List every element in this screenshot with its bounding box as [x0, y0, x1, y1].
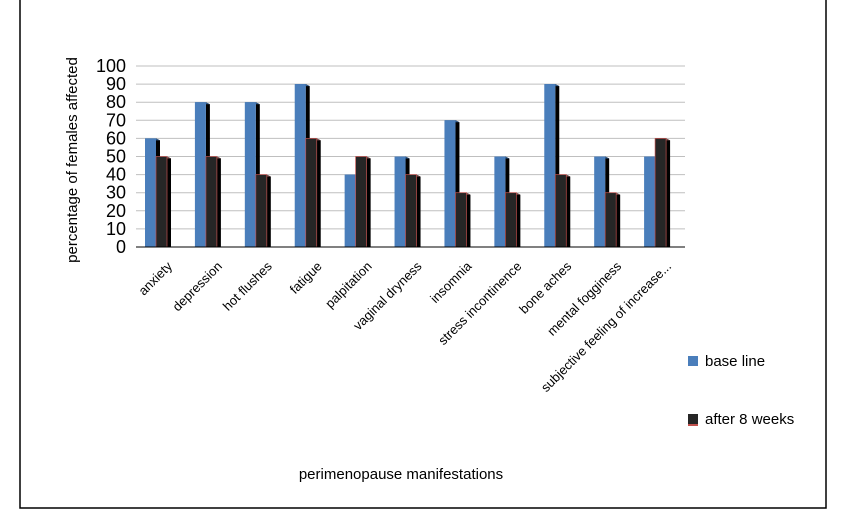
bar-face [344, 174, 356, 247]
chart-border [19, 0, 827, 509]
y-tick-label: 40 [106, 165, 126, 185]
y-tick-label: 10 [106, 219, 126, 239]
y-tick-label: 80 [106, 92, 126, 112]
y-tick-label: 100 [96, 56, 126, 76]
bar-side [167, 156, 171, 247]
bar-after-8-weeks [554, 174, 571, 248]
y-tick-label: 70 [106, 110, 126, 130]
bar-face [444, 120, 456, 247]
bar-side [316, 138, 321, 247]
bar-side [466, 192, 471, 247]
bar-face [604, 192, 617, 248]
bar-face [355, 156, 367, 248]
bar-after-8-weeks [305, 138, 321, 248]
y-tick-label: 60 [106, 128, 126, 148]
bar-face [194, 102, 206, 247]
bar-face [405, 174, 417, 248]
bar-face [644, 156, 656, 247]
bar-face [244, 102, 256, 247]
y-tick-label: 90 [106, 74, 126, 94]
legend-label: after 8 weeks [705, 411, 794, 428]
legend-label: base line [705, 353, 765, 370]
bars [145, 84, 671, 248]
bar-face [554, 174, 567, 248]
bar-face [294, 84, 306, 247]
y-axis-label: percentage of females affected [64, 57, 81, 263]
y-tick-label: 30 [106, 183, 126, 203]
bar-face [155, 156, 168, 248]
bar-side [566, 174, 571, 247]
y-tick-label: 0 [116, 237, 126, 257]
gridlines [136, 65, 685, 230]
bar-side [616, 192, 621, 247]
bar-face [394, 156, 406, 247]
bar-face [145, 138, 156, 247]
bar-side [666, 138, 671, 247]
legend-swatch [688, 414, 698, 424]
bar-after-8-weeks [355, 156, 371, 248]
bar-face [544, 84, 556, 247]
bar-after-8-weeks [255, 174, 271, 248]
bar-face [255, 174, 268, 248]
bar-face [594, 156, 606, 247]
bar-face [305, 138, 318, 248]
legend: base line after 8 weeks [688, 353, 794, 428]
bar-face [494, 156, 506, 247]
legend-swatch [688, 356, 698, 366]
y-tick-label: 50 [106, 147, 126, 167]
x-axis-label: perimenopause manifestations [299, 466, 503, 483]
bar-after-8-weeks [455, 192, 471, 248]
bar-face [205, 156, 218, 248]
bar-face [505, 192, 517, 248]
bar-after-8-weeks [405, 174, 421, 248]
legend-item: after 8 weeks [688, 411, 794, 428]
bar-after-8-weeks [604, 192, 621, 248]
bar-face [455, 192, 467, 248]
bar-after-8-weeks [654, 138, 671, 248]
bar-after-8-weeks [155, 156, 171, 248]
bar-side [366, 156, 371, 247]
bar-after-8-weeks [505, 192, 521, 248]
bar-face [654, 138, 667, 248]
bar-side [516, 192, 521, 247]
bar-side [216, 156, 221, 247]
legend-item: base line [688, 353, 765, 370]
bar-after-8-weeks [205, 156, 221, 248]
y-tick-label: 20 [106, 201, 126, 221]
bar-side [416, 174, 421, 247]
legend-swatch-outline [688, 424, 698, 426]
bar-side [266, 174, 271, 247]
